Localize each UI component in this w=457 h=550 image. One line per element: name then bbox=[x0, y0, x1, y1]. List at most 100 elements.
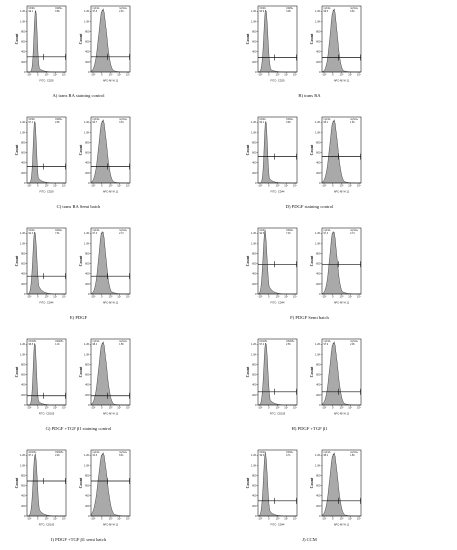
gate-positive-value: 3.33 bbox=[119, 122, 124, 124]
y-tick-label: 1.0K bbox=[20, 241, 26, 245]
gate-negative-value: 97.9 bbox=[324, 344, 329, 346]
y-tick-label: 0 bbox=[319, 514, 321, 518]
y-axis-label: Count bbox=[309, 477, 314, 488]
x-tick-label: 0 bbox=[101, 517, 103, 521]
y-axis-label: Count bbox=[309, 33, 314, 44]
gate-positive-value: 1.16 bbox=[55, 344, 60, 346]
gate-positive-label: myh11+ bbox=[350, 452, 359, 454]
x-tick-label: 10³ bbox=[276, 406, 280, 410]
gate-positive-label: myh11+ bbox=[119, 8, 128, 10]
x-tick-label: -10³ bbox=[322, 295, 327, 299]
y-tick-label: 400 bbox=[252, 272, 257, 276]
x-tick-label: 10³ bbox=[109, 406, 113, 410]
y-axis-label: Count bbox=[245, 477, 250, 488]
x-tick-label: 10⁵ bbox=[293, 184, 297, 188]
histogram-area bbox=[257, 10, 297, 73]
x-tick-label: 10⁴ bbox=[348, 517, 352, 521]
y-tick-label: 1.0K bbox=[315, 19, 321, 23]
gate-positive-value: 7.45 bbox=[286, 233, 291, 235]
y-tick-label: 400 bbox=[316, 50, 321, 54]
gate-negative-value: 91.6 bbox=[93, 455, 98, 457]
y-tick-label: 0 bbox=[24, 514, 26, 518]
y-tick-label: 1.2K bbox=[20, 9, 26, 13]
gate-positive-label: CD29+ bbox=[55, 8, 63, 10]
gate-negative-label: CD29- bbox=[260, 8, 267, 10]
gate-negative-value: 97.1 bbox=[29, 122, 34, 124]
gate-negative-value: 97.1 bbox=[29, 455, 34, 457]
y-tick-label: 1.0K bbox=[20, 19, 26, 23]
y-tick-label: 1.2K bbox=[251, 9, 257, 13]
gate-positive-label: myh11+ bbox=[350, 230, 359, 232]
gate-negative-value: 97.8 bbox=[93, 11, 98, 13]
x-tick-label: 10⁵ bbox=[293, 406, 297, 410]
y-tick-label: 400 bbox=[252, 383, 257, 387]
y-tick-label: 600 bbox=[252, 151, 257, 155]
y-tick-label: 600 bbox=[252, 373, 257, 377]
x-tick-label: -10³ bbox=[91, 517, 96, 521]
x-tick-label: -10³ bbox=[258, 73, 263, 77]
x-tick-label: 10⁵ bbox=[293, 295, 297, 299]
y-tick-label: 0 bbox=[88, 70, 90, 74]
x-tick-label: 10⁴ bbox=[284, 295, 288, 299]
gate-positive-label: CD44+ bbox=[286, 119, 294, 121]
y-tick-label: 400 bbox=[21, 50, 26, 54]
y-axis-label: Count bbox=[14, 366, 19, 377]
x-tick-label: 0 bbox=[37, 295, 39, 299]
y-tick-label: 1.2K bbox=[84, 342, 90, 346]
gate-positive-label: CD29+ bbox=[55, 119, 63, 121]
x-tick-label: 10⁴ bbox=[284, 517, 288, 521]
x-tick-label: -10³ bbox=[258, 295, 263, 299]
y-tick-label: 0 bbox=[88, 292, 90, 296]
y-axis-label: Count bbox=[14, 477, 19, 488]
y-axis-label: Count bbox=[245, 33, 250, 44]
y-axis-label: Count bbox=[78, 477, 83, 488]
x-tick-label: 10⁵ bbox=[293, 73, 297, 77]
x-tick-label: 10³ bbox=[45, 73, 49, 77]
y-tick-label: 1.2K bbox=[251, 231, 257, 235]
y-tick-label: 1.0K bbox=[251, 19, 257, 23]
gate-positive-value: 3.08 bbox=[286, 11, 291, 13]
gate-negative-label: myh11- bbox=[324, 452, 332, 454]
gate-negative-label: CD29- bbox=[29, 119, 36, 121]
y-tick-label: 1.0K bbox=[20, 352, 26, 356]
gate-negative-value: 96.7 bbox=[93, 122, 98, 124]
x-tick-label: 0 bbox=[332, 73, 334, 77]
x-tick-label: 10⁴ bbox=[117, 184, 121, 188]
gate-negative-label: CD105- bbox=[29, 341, 37, 343]
panel-caption: I) PDGF +TGF β1 semi batch bbox=[51, 537, 107, 542]
x-axis-label: FITC- CD44 bbox=[40, 301, 55, 305]
x-tick-label: -10³ bbox=[258, 517, 263, 521]
y-tick-label: 600 bbox=[316, 484, 321, 488]
gate-negative-value: 98.8 bbox=[29, 344, 34, 346]
x-tick-label: 10⁴ bbox=[284, 184, 288, 188]
x-tick-label: 10⁵ bbox=[126, 406, 130, 410]
y-tick-label: 0 bbox=[319, 403, 321, 407]
x-tick-label: 10⁵ bbox=[357, 517, 361, 521]
gate-positive-label: CD105+ bbox=[55, 452, 64, 454]
x-tick-label: -10³ bbox=[27, 184, 32, 188]
y-tick-label: 200 bbox=[21, 60, 26, 64]
y-tick-label: 1.0K bbox=[251, 130, 257, 134]
x-tick-label: 10³ bbox=[45, 517, 49, 521]
x-tick-label: 10³ bbox=[276, 517, 280, 521]
y-tick-label: 200 bbox=[85, 60, 90, 64]
x-tick-label: 0 bbox=[101, 184, 103, 188]
y-tick-label: 400 bbox=[252, 50, 257, 54]
x-tick-label: -10³ bbox=[258, 184, 263, 188]
x-tick-label: 10⁴ bbox=[348, 73, 352, 77]
y-tick-label: 200 bbox=[252, 171, 257, 175]
x-axis-label: APC-MYH 11 bbox=[334, 412, 350, 416]
y-tick-label: 0 bbox=[255, 181, 257, 185]
y-tick-label: 1.2K bbox=[251, 453, 257, 457]
y-tick-label: 0 bbox=[319, 181, 321, 185]
